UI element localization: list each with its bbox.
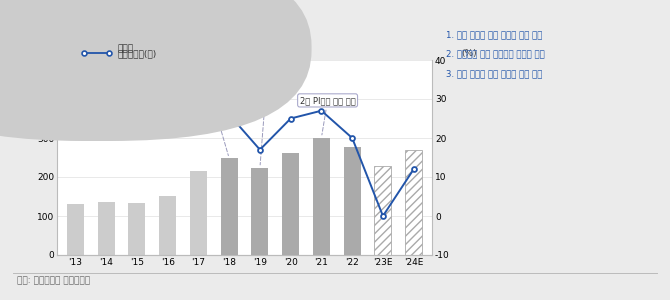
Text: 그림1: 그림1 bbox=[10, 15, 28, 25]
Bar bbox=[129, 203, 145, 255]
Text: 매출액: 매출액 bbox=[117, 44, 133, 53]
Text: PI첨단소재 실적 추이 및 전망: PI첨단소재 실적 추이 및 전망 bbox=[40, 13, 147, 26]
Bar bbox=[282, 153, 299, 255]
Bar bbox=[159, 196, 176, 255]
Bar bbox=[344, 147, 360, 255]
Text: 영업이익률(우): 영업이익률(우) bbox=[117, 49, 157, 58]
Bar bbox=[67, 204, 84, 255]
Text: 자료: 메리츠증권 리서치센터: 자료: 메리츠증권 리서치센터 bbox=[17, 276, 90, 285]
Bar bbox=[251, 168, 269, 255]
Bar bbox=[98, 202, 115, 255]
Text: 2차 PI필름 가격 인상: 2차 PI필름 가격 인상 bbox=[299, 96, 356, 135]
Text: (%): (%) bbox=[462, 49, 477, 58]
Text: 3. 라인 증가에 따른 고정비 부담 심화: 3. 라인 증가에 따른 고정비 부담 심화 bbox=[446, 69, 542, 78]
Bar bbox=[313, 138, 330, 255]
Text: 중국 스마트폰 부진: 중국 스마트폰 부진 bbox=[243, 84, 289, 165]
Bar bbox=[405, 150, 422, 255]
Bar bbox=[375, 166, 391, 255]
Text: 1차 PI필름 가격 인상: 1차 PI필름 가격 인상 bbox=[189, 112, 245, 156]
Bar bbox=[190, 171, 207, 255]
Text: 1. 수요 부진에 따른 가동률 부진 지속: 1. 수요 부진에 따른 가동률 부진 지속 bbox=[446, 30, 542, 39]
Text: 2. 스마트폰 대당 방열시트 탑재량 감소: 2. 스마트폰 대당 방열시트 탑재량 감소 bbox=[446, 50, 544, 58]
Bar bbox=[220, 158, 238, 255]
Text: (십억원): (십억원) bbox=[5, 49, 27, 58]
